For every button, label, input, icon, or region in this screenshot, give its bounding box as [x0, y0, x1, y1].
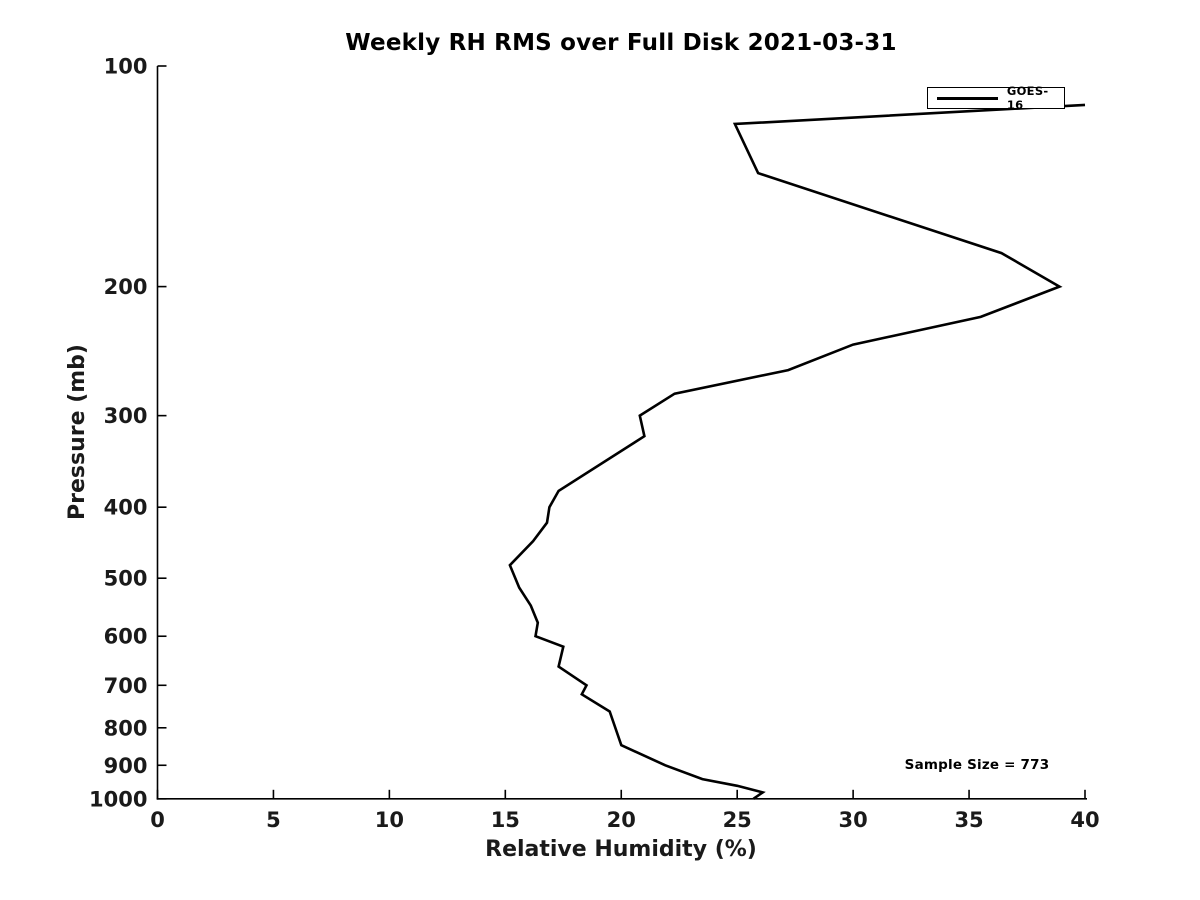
y-tick-label: 200	[104, 275, 148, 299]
y-tick-label: 700	[104, 674, 148, 698]
y-tick-label: 900	[104, 754, 148, 778]
x-tick-label: 5	[266, 808, 281, 832]
x-tick-label: 20	[607, 808, 636, 832]
chart-title: Weekly RH RMS over Full Disk 2021-03-31	[345, 30, 897, 56]
y-tick-label: 300	[104, 404, 148, 428]
x-tick-label: 15	[491, 808, 520, 832]
legend-series-label: GOES-16	[1006, 84, 1049, 112]
x-tick-label: 0	[150, 808, 165, 832]
x-tick-label: 30	[839, 808, 868, 832]
x-tick-label: 35	[954, 808, 983, 832]
x-axis-label: Relative Humidity (%)	[485, 837, 757, 862]
legend: GOES-16	[927, 84, 1065, 112]
y-tick-label: 500	[104, 567, 148, 591]
legend-line-sample-icon	[937, 96, 998, 100]
x-tick-label: 10	[375, 808, 404, 832]
y-tick-label: 100	[104, 55, 148, 79]
sample-size-annotation: Sample Size = 773	[904, 757, 1050, 773]
x-tick-label: 40	[1070, 808, 1099, 832]
goes16-data-line	[508, 103, 1086, 800]
y-tick-label: 400	[104, 496, 148, 520]
x-tick-label: 25	[723, 808, 752, 832]
y-tick-label: 600	[104, 625, 148, 649]
y-tick-label: 800	[104, 716, 148, 740]
y-tick-label: 1000	[89, 787, 147, 811]
